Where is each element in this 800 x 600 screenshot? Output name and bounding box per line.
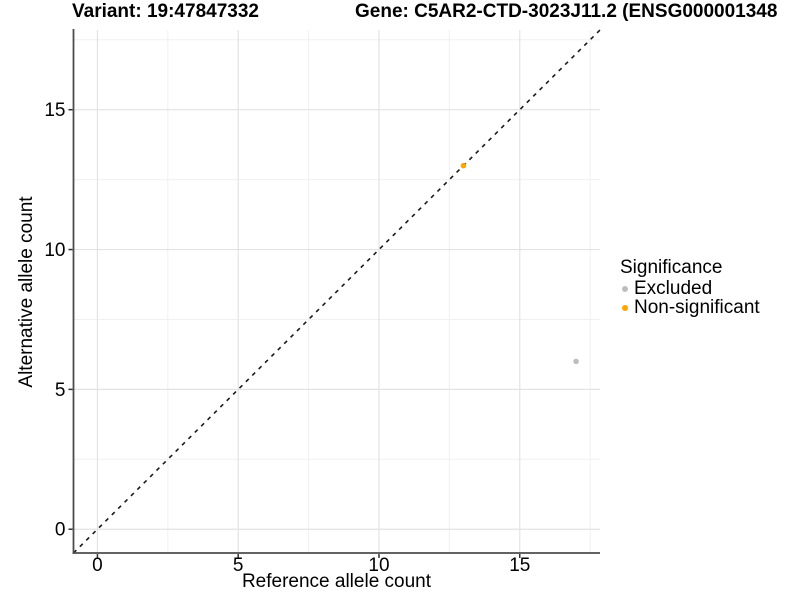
x-tick-label: 0	[92, 555, 103, 576]
y-axis-title: Alternative allele count	[16, 196, 37, 388]
y-tick-label: 10	[44, 240, 65, 261]
identity-line	[72, 29, 601, 554]
data-point-non-significant	[460, 162, 467, 169]
x-axis-title: Reference allele count	[241, 571, 432, 592]
legend-label-excluded: Excluded	[634, 278, 713, 299]
x-tick-label: 5	[233, 555, 244, 576]
x-tick-label: 15	[509, 555, 530, 576]
plot-title-variant: Variant: 19:47847332	[72, 1, 259, 22]
data-point-excluded	[573, 358, 579, 365]
legend-label-non-significant: Non-significant	[634, 297, 760, 318]
legend-dot-non-significant-icon	[622, 304, 628, 311]
legend-item-non-significant: Non-significant	[620, 298, 760, 317]
y-tick-label: 0	[55, 520, 66, 541]
y-tick-label: 15	[44, 100, 65, 121]
y-tick-label: 5	[55, 380, 66, 401]
plot-title-gene: Gene: C5AR2-CTD-3023J11.2 (ENSG000001348	[355, 1, 778, 22]
legend-title: Significance	[620, 257, 723, 278]
x-tick-label: 10	[368, 555, 389, 576]
legend-dot-excluded-icon	[622, 285, 628, 292]
legend-item-excluded: Excluded	[620, 279, 760, 298]
legend: Significance Excluded Non-significant	[620, 258, 760, 317]
